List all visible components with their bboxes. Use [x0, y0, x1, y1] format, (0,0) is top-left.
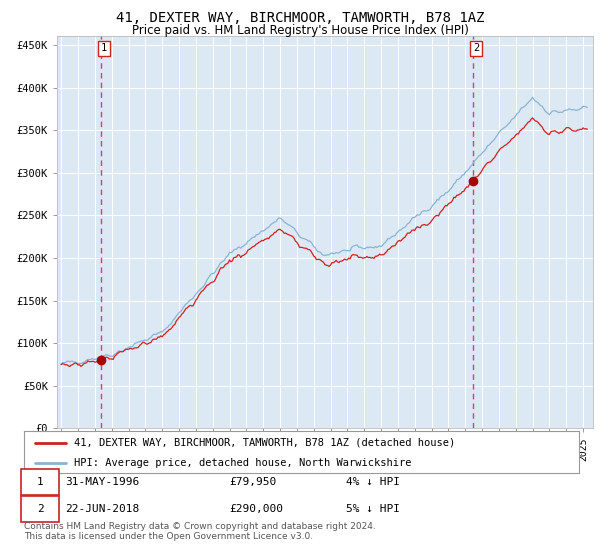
- Text: HPI: Average price, detached house, North Warwickshire: HPI: Average price, detached house, Nort…: [74, 458, 412, 468]
- Text: £79,950: £79,950: [229, 477, 277, 487]
- Text: 41, DEXTER WAY, BIRCHMOOR, TAMWORTH, B78 1AZ (detached house): 41, DEXTER WAY, BIRCHMOOR, TAMWORTH, B78…: [74, 438, 455, 448]
- Text: Price paid vs. HM Land Registry's House Price Index (HPI): Price paid vs. HM Land Registry's House …: [131, 24, 469, 36]
- FancyBboxPatch shape: [21, 496, 59, 522]
- FancyBboxPatch shape: [21, 469, 59, 495]
- Text: 5% ↓ HPI: 5% ↓ HPI: [346, 504, 400, 514]
- Text: Contains HM Land Registry data © Crown copyright and database right 2024.
This d: Contains HM Land Registry data © Crown c…: [24, 522, 376, 542]
- Text: 1: 1: [37, 477, 43, 487]
- Text: 4% ↓ HPI: 4% ↓ HPI: [346, 477, 400, 487]
- Text: £290,000: £290,000: [229, 504, 283, 514]
- Text: 2: 2: [473, 43, 479, 53]
- Text: 1: 1: [101, 43, 107, 53]
- Text: 22-JUN-2018: 22-JUN-2018: [65, 504, 140, 514]
- Text: 31-MAY-1996: 31-MAY-1996: [65, 477, 140, 487]
- Text: 41, DEXTER WAY, BIRCHMOOR, TAMWORTH, B78 1AZ: 41, DEXTER WAY, BIRCHMOOR, TAMWORTH, B78…: [116, 11, 484, 25]
- Text: 2: 2: [37, 504, 43, 514]
